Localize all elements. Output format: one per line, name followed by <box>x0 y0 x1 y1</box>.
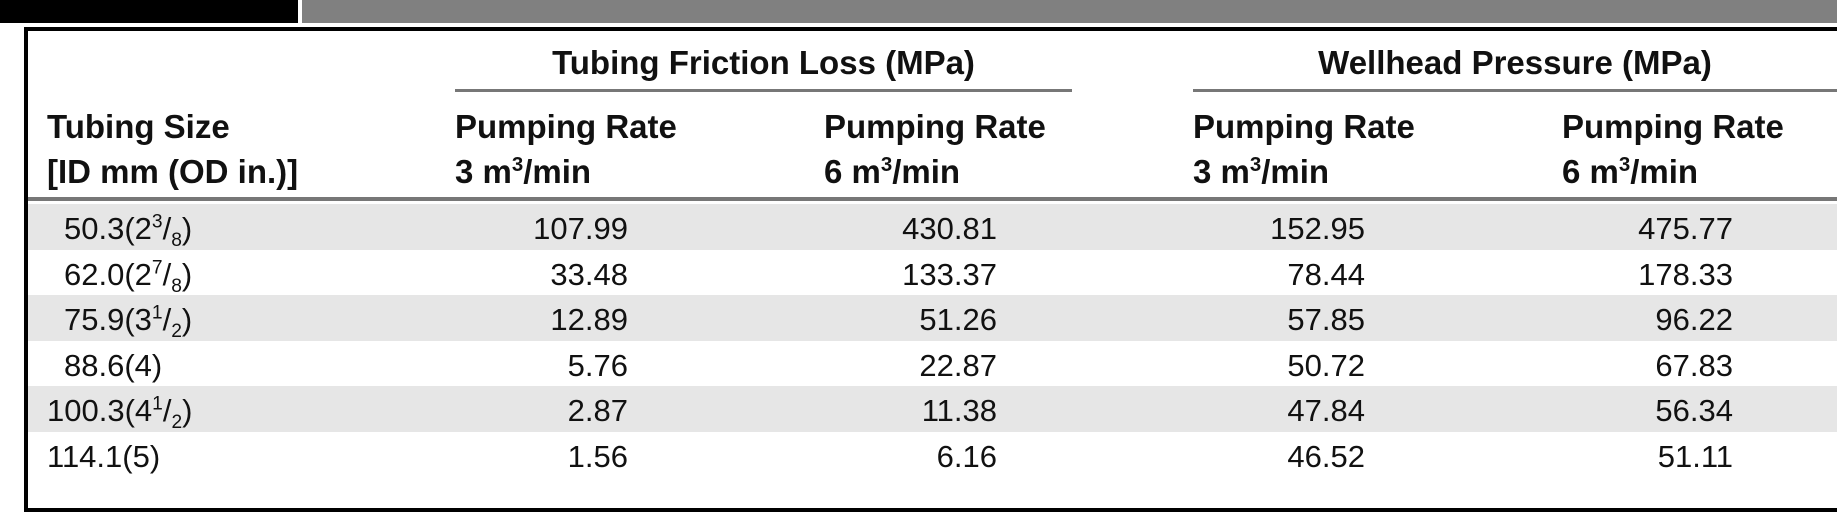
text-part: 100.3(4 <box>47 393 153 428</box>
cell-value: 78.44 <box>1287 256 1365 292</box>
text-part: ) <box>181 256 193 292</box>
cell-value: 6.16 <box>936 438 997 474</box>
text-part: 3 <box>1618 153 1631 176</box>
column-header: Pumping Rate <box>824 108 1046 145</box>
column-header: 6 m3/min <box>1562 153 1698 191</box>
text-part: /min <box>523 153 592 190</box>
row-label: 75.9(31/2) <box>64 302 193 341</box>
cell-value: 22.87 <box>919 347 997 383</box>
cell-value: 57.85 <box>1287 302 1365 337</box>
text-part: / <box>162 302 172 337</box>
text-part: 6 m <box>1562 153 1619 190</box>
row-band <box>28 295 1837 341</box>
text-part: 2 <box>171 321 182 343</box>
text-part: 3 m <box>455 153 512 190</box>
top-bar-gray <box>302 0 1837 23</box>
text-part: 75.9(3 <box>64 302 152 337</box>
cell-value: 11.38 <box>921 393 997 428</box>
text-part: 3 <box>880 153 893 176</box>
text-part: 62.0(2 <box>64 256 152 292</box>
header-rule <box>28 197 1837 201</box>
cell-value: 47.84 <box>1287 393 1365 428</box>
row-band <box>28 204 1837 250</box>
cell-value: 178.33 <box>1638 256 1733 292</box>
cell-value: 67.83 <box>1655 347 1733 383</box>
stub-header: [ID mm (OD in.)] <box>47 153 299 190</box>
row-label: 88.6(4) <box>64 348 162 384</box>
text-part: 3 <box>1249 153 1262 176</box>
top-bar-dark <box>0 0 298 23</box>
text-part: /min <box>892 153 961 190</box>
group-rule <box>1193 89 1837 92</box>
text-part: 3 <box>511 153 524 176</box>
table-frame <box>24 27 1837 512</box>
column-header: Pumping Rate <box>1562 108 1784 145</box>
cell-value: 152.95 <box>1270 211 1365 246</box>
cell-value: 46.52 <box>1287 438 1365 474</box>
cell-value: 133.37 <box>902 256 997 292</box>
group-rule <box>455 89 1072 92</box>
cell-value: 96.22 <box>1655 302 1733 337</box>
text-part: / <box>162 211 172 246</box>
text-part: 3 <box>151 211 163 233</box>
text-part: ) <box>181 211 193 246</box>
text-part: /min <box>1630 153 1699 190</box>
cell-value: 2.87 <box>567 393 628 428</box>
text-part: 1 <box>151 302 163 324</box>
cell-value: 12.89 <box>550 302 628 337</box>
row-label: 114.1(5) <box>47 439 160 475</box>
row-label: 50.3(23/8) <box>64 211 193 250</box>
row-label: 100.3(41/2) <box>47 393 193 432</box>
text-part: 1 <box>152 393 163 415</box>
text-part: 2 <box>171 412 183 434</box>
cell-value: 1.56 <box>567 438 628 474</box>
text-part: / <box>162 393 172 428</box>
cell-value: 430.81 <box>902 211 997 246</box>
cell-value: 51.11 <box>1657 438 1733 474</box>
column-header: 3 m3/min <box>1193 153 1329 191</box>
text-part: ) <box>182 393 193 428</box>
group-header: Wellhead Pressure (MPa) <box>1318 44 1712 81</box>
cell-value: 5.76 <box>567 347 628 383</box>
cell-value: 107.99 <box>533 211 628 246</box>
column-header: Pumping Rate <box>1193 108 1415 145</box>
text-part: 6 m <box>824 153 881 190</box>
text-part: 8 <box>171 275 182 297</box>
column-header: 6 m3/min <box>824 153 960 191</box>
cell-value: 50.72 <box>1287 347 1365 383</box>
stub-header: Tubing Size <box>47 108 230 145</box>
text-part: 88.6(4) <box>64 347 163 383</box>
row-label: 62.0(27/8) <box>64 256 193 296</box>
text-part: 8 <box>171 230 182 252</box>
group-header: Tubing Friction Loss (MPa) <box>552 44 975 81</box>
cell-value: 56.34 <box>1655 393 1733 428</box>
text-part: / <box>162 256 172 292</box>
cell-value: 33.48 <box>550 256 628 292</box>
text-part: 7 <box>151 257 163 279</box>
text-part: 50.3(2 <box>64 211 152 246</box>
column-header: 3 m3/min <box>455 153 591 191</box>
text-part: ) <box>181 302 193 337</box>
row-band <box>28 386 1837 432</box>
cell-value: 51.26 <box>919 302 997 337</box>
text-part: /min <box>1261 153 1330 190</box>
cell-value: 475.77 <box>1638 211 1733 246</box>
text-part: 3 m <box>1193 153 1250 190</box>
column-header: Pumping Rate <box>455 108 677 145</box>
text-part: 114.1(5) <box>47 438 161 474</box>
